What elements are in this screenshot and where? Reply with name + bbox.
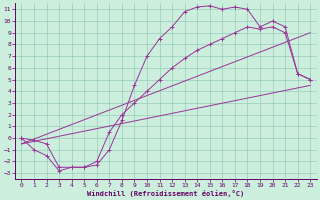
X-axis label: Windchill (Refroidissement éolien,°C): Windchill (Refroidissement éolien,°C) (87, 190, 244, 197)
